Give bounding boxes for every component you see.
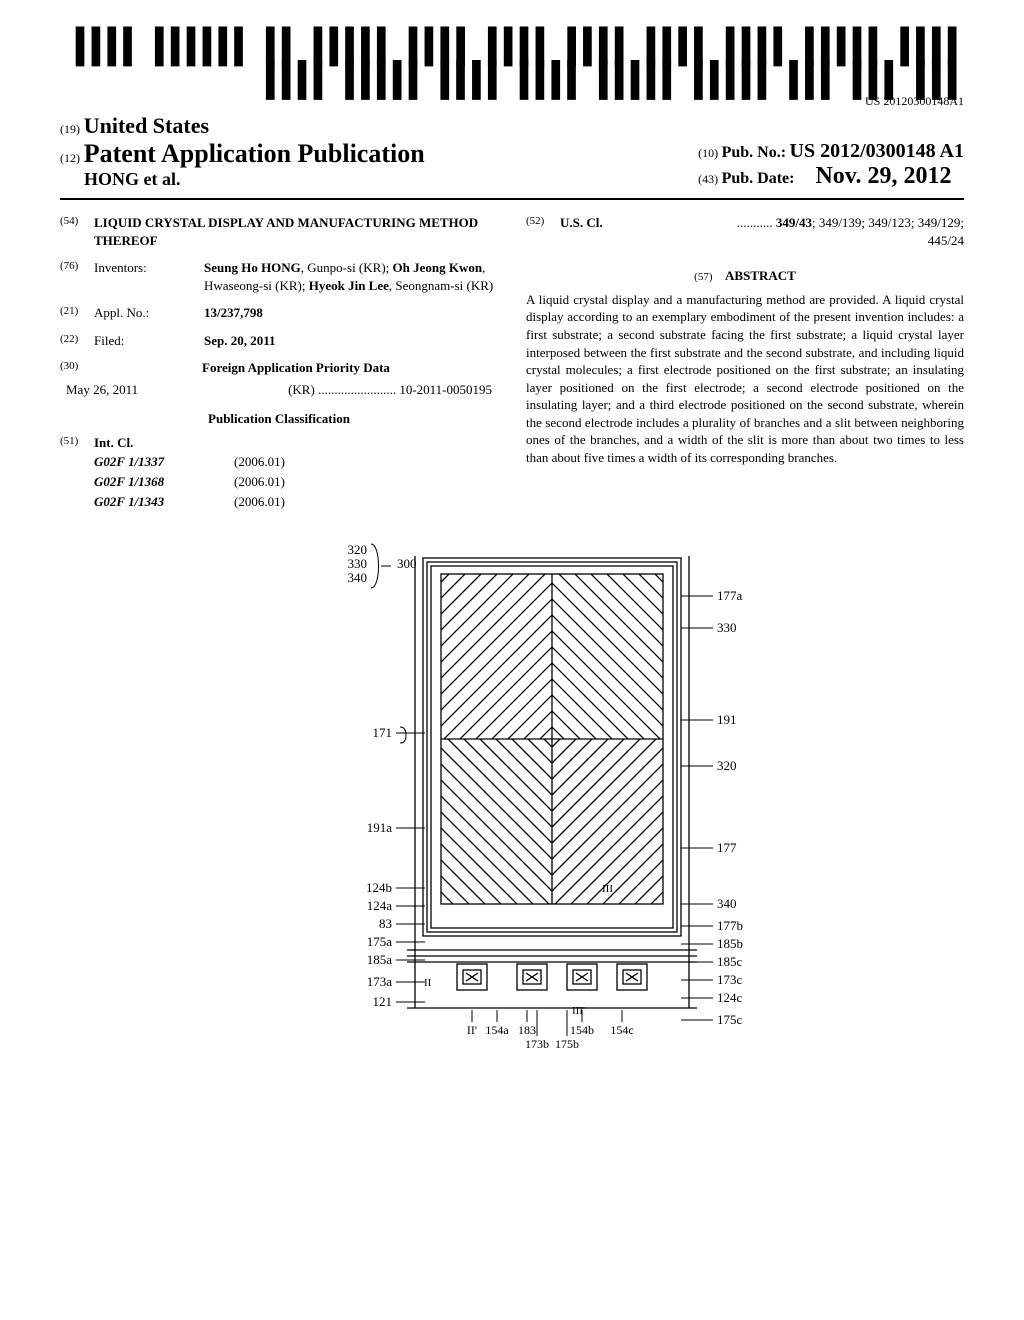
applno-val: 13/237,798 (204, 304, 498, 322)
foreign-number: 10-2011-0050195 (399, 382, 492, 397)
title-row: (54) LIQUID CRYSTAL DISPLAY AND MANUFACT… (60, 214, 498, 249)
title-code: (54) (60, 214, 94, 249)
date-code: (43) (698, 172, 718, 186)
pubno-val: US 2012/0300148 A1 (790, 140, 964, 162)
intcl-head: (51) Int. Cl. (60, 434, 498, 452)
foreign-heading-row: (30) Foreign Application Priority Data (60, 359, 498, 377)
pubno-key: Pub. No.: (722, 144, 786, 161)
svg-text:320: 320 (717, 758, 737, 773)
filed-code: (22) (60, 332, 94, 350)
uscl-code: (52) (526, 214, 560, 249)
country: United States (84, 113, 209, 138)
right-column: (52) U.S. Cl. ........... 349/43; 349/13… (526, 214, 964, 512)
intcl-row: G02F 1/1337(2006.01) (60, 453, 498, 471)
svg-text:154c: 154c (610, 1023, 633, 1037)
left-column: (54) LIQUID CRYSTAL DISPLAY AND MANUFACT… (60, 214, 498, 512)
abstract-code: (57) (694, 271, 712, 283)
filed-key: Filed: (94, 332, 204, 350)
date-val: Nov. 29, 2012 (815, 163, 951, 189)
svg-text:183: 183 (518, 1023, 536, 1037)
svg-text:173c: 173c (717, 972, 743, 987)
abstract-text: A liquid crystal display and a manufactu… (526, 291, 964, 466)
svg-text:340: 340 (348, 570, 368, 585)
country-code: (19) (60, 122, 80, 136)
svg-text:173b: 173b (525, 1037, 549, 1051)
svg-text:177a: 177a (717, 588, 743, 603)
header-right: (10) Pub. No.: US 2012/0300148 A1 (43) P… (698, 140, 964, 190)
inventors-field: (76) Inventors: Seung Ho HONG, Gunpo-si … (60, 259, 498, 294)
svg-text:330: 330 (717, 620, 737, 635)
inventors-key: Inventors: (94, 259, 204, 294)
applno-code: (21) (60, 304, 94, 322)
foreign-country: (KR) (288, 382, 315, 397)
svg-text:185c: 185c (717, 954, 743, 969)
foreign-heading: Foreign Application Priority Data (94, 359, 498, 377)
intcl-code: (51) (60, 434, 94, 452)
svg-text:III': III' (572, 1005, 585, 1017)
applno-field: (21) Appl. No.: 13/237,798 (60, 304, 498, 322)
svg-text:177: 177 (717, 840, 737, 855)
filed-field: (22) Filed: Sep. 20, 2011 (60, 332, 498, 350)
svg-text:185a: 185a (367, 952, 393, 967)
svg-text:340: 340 (717, 896, 737, 911)
svg-text:175c: 175c (717, 1012, 743, 1027)
pub-code: (12) (60, 151, 80, 165)
svg-text:83: 83 (379, 916, 392, 931)
svg-text:124c: 124c (717, 990, 743, 1005)
uscl-row: (52) U.S. Cl. ........... 349/43; 349/13… (526, 214, 964, 249)
svg-text:320: 320 (348, 542, 368, 557)
body: (54) LIQUID CRYSTAL DISPLAY AND MANUFACT… (60, 214, 964, 512)
filed-val-text: Sep. 20, 2011 (204, 333, 276, 348)
svg-text:175b: 175b (555, 1037, 579, 1051)
intcl-key: Int. Cl. (94, 434, 204, 452)
svg-text:III: III (602, 883, 613, 895)
patent-page: ▌▌▌▌ ▌▌▌▌▌▌ ▌▌ ▌▌▌▌▌ ▌▌▌▌ ▌▌▌▌ ▌▌▌▌ ▌▌▌▌… (0, 0, 1024, 1320)
header-left: (19) United States (12) Patent Applicati… (60, 113, 425, 190)
inventors-code: (76) (60, 259, 94, 294)
applno-val-text: 13/237,798 (204, 305, 263, 320)
intcl-row: G02F 1/1368(2006.01) (60, 473, 498, 491)
barcode-graphic: ▌▌▌▌ ▌▌▌▌▌▌ ▌▌ ▌▌▌▌▌ ▌▌▌▌ ▌▌▌▌ ▌▌▌▌ ▌▌▌▌… (60, 30, 964, 97)
filed-val: Sep. 20, 2011 (204, 332, 498, 350)
abstract-heading-text: ABSTRACT (725, 268, 796, 283)
header: (19) United States (12) Patent Applicati… (60, 113, 964, 200)
svg-text:154b: 154b (570, 1023, 594, 1037)
title-text: LIQUID CRYSTAL DISPLAY AND MANUFACTURING… (94, 214, 498, 249)
svg-text:191a: 191a (367, 820, 393, 835)
svg-text:177b: 177b (717, 918, 743, 933)
svg-text:II: II (424, 977, 432, 989)
svg-text:121: 121 (373, 994, 393, 1009)
pub-type: Patent Application Publication (84, 139, 425, 168)
figure: 320330340300171191a124b124a83175a185a173… (60, 532, 964, 1097)
svg-text:175a: 175a (367, 934, 393, 949)
foreign-code: (30) (60, 359, 94, 377)
abstract-heading: (57) ABSTRACT (526, 267, 964, 285)
inventors-val: Seung Ho HONG, Gunpo-si (KR); Oh Jeong K… (204, 259, 498, 294)
svg-text:171: 171 (373, 725, 393, 740)
pub-class-heading: Publication Classification (60, 410, 498, 428)
pubno-code: (10) (698, 146, 718, 160)
figure-svg: 320330340300171191a124b124a83175a185a173… (252, 532, 772, 1092)
svg-text:154a: 154a (485, 1023, 509, 1037)
intcl-row: G02F 1/1343(2006.01) (60, 493, 498, 511)
svg-text:330: 330 (348, 556, 368, 571)
svg-text:185b: 185b (717, 936, 743, 951)
svg-text:173a: 173a (367, 974, 393, 989)
svg-text:191: 191 (717, 712, 737, 727)
svg-text:300: 300 (397, 556, 417, 571)
barcode-block: ▌▌▌▌ ▌▌▌▌▌▌ ▌▌ ▌▌▌▌▌ ▌▌▌▌ ▌▌▌▌ ▌▌▌▌ ▌▌▌▌… (60, 36, 964, 109)
applicant: HONG et al. (60, 169, 425, 190)
svg-text:124a: 124a (367, 898, 393, 913)
svg-text:124b: 124b (366, 880, 392, 895)
foreign-date: May 26, 2011 (66, 381, 138, 399)
uscl-key: U.S. Cl. (560, 214, 630, 249)
intcl-rows: G02F 1/1337(2006.01) G02F 1/1368(2006.01)… (60, 453, 498, 510)
applno-key: Appl. No.: (94, 304, 204, 322)
foreign-data: May 26, 2011 (KR) ......................… (60, 381, 498, 399)
date-key: Pub. Date: (722, 170, 795, 187)
svg-text:II': II' (467, 1023, 477, 1037)
